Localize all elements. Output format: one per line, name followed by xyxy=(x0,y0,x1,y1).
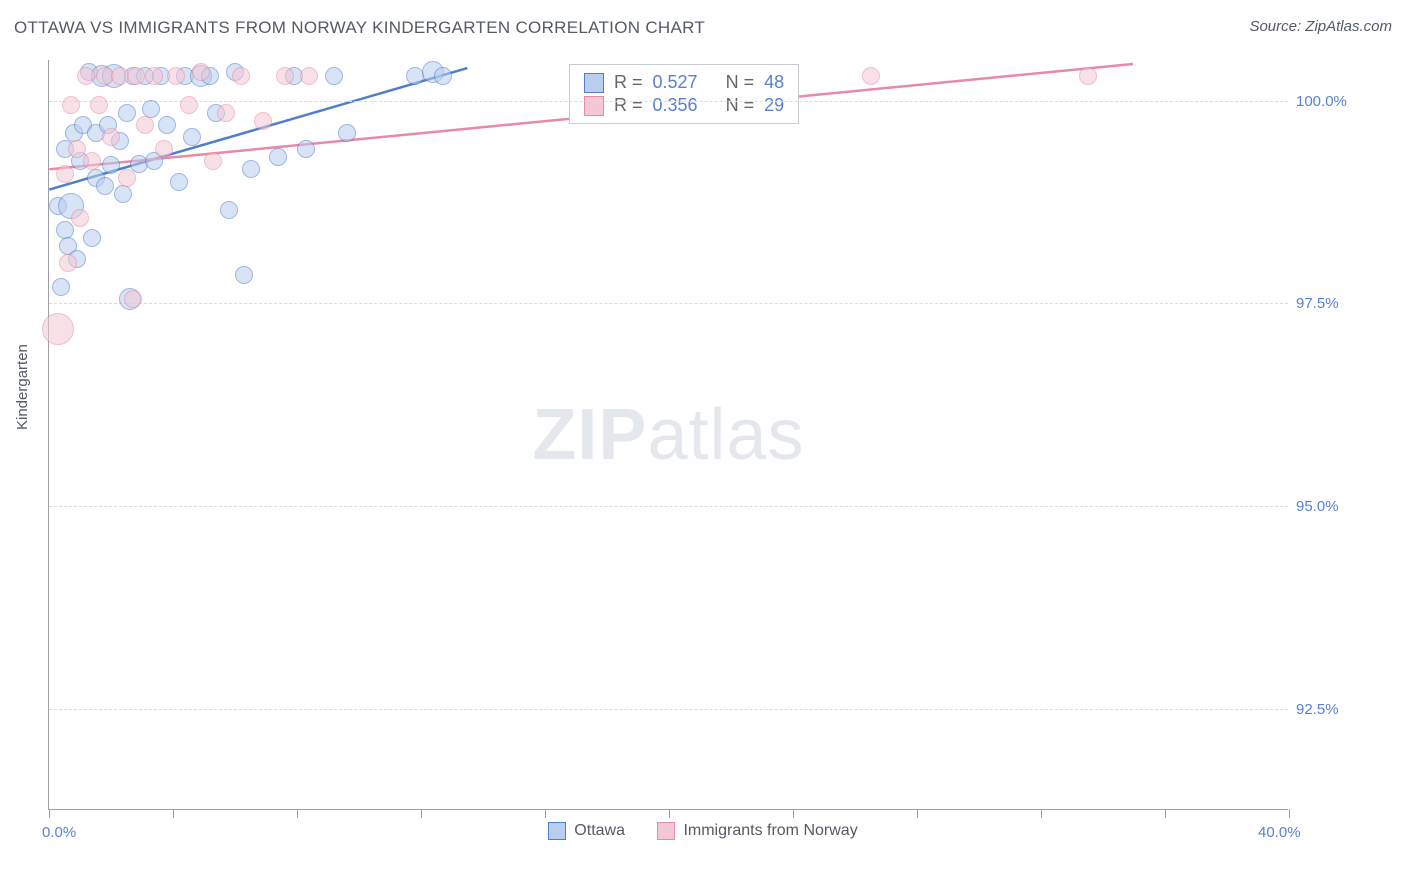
scatter-point-norway xyxy=(90,96,108,114)
y-tick-label: 95.0% xyxy=(1296,498,1339,515)
scatter-point-ottawa xyxy=(220,201,238,219)
scatter-point-ottawa xyxy=(114,185,132,203)
scatter-point-ottawa xyxy=(183,128,201,146)
x-tick xyxy=(1289,809,1290,818)
scatter-point-norway xyxy=(204,152,222,170)
legend-row-ottawa: R = 0.527 N = 48 xyxy=(584,71,784,94)
scatter-point-ottawa xyxy=(338,124,356,142)
scatter-point-ottawa xyxy=(434,67,452,85)
x-tick xyxy=(49,809,50,818)
scatter-point-norway xyxy=(102,128,120,146)
scatter-point-ottawa xyxy=(242,160,260,178)
scatter-point-norway xyxy=(180,96,198,114)
scatter-point-ottawa xyxy=(83,229,101,247)
scatter-point-ottawa xyxy=(158,116,176,134)
scatter-point-norway xyxy=(1079,67,1097,85)
legend-swatch-ottawa xyxy=(584,73,604,93)
scatter-point-norway xyxy=(71,209,89,227)
x-min-label: 0.0% xyxy=(42,824,76,841)
legend-swatch-icon xyxy=(657,822,675,840)
scatter-point-ottawa xyxy=(406,67,424,85)
x-tick xyxy=(917,809,918,818)
legend-r-value: 0.527 xyxy=(653,72,698,93)
scatter-point-norway xyxy=(83,152,101,170)
scatter-plot-area: ZIPatlas R = 0.527 N = 48 R = 0.356 N = … xyxy=(48,60,1288,810)
gridline-horizontal xyxy=(49,101,1288,102)
correlation-legend-box: R = 0.527 N = 48 R = 0.356 N = 29 xyxy=(569,64,799,124)
legend-r-label: R = xyxy=(614,95,643,116)
gridline-horizontal xyxy=(49,709,1288,710)
scatter-point-norway xyxy=(77,67,95,85)
legend-n-value: 29 xyxy=(764,95,784,116)
scatter-point-norway xyxy=(59,254,77,272)
scatter-point-norway xyxy=(127,67,145,85)
scatter-point-ottawa xyxy=(170,173,188,191)
scatter-point-norway xyxy=(136,116,154,134)
x-max-label: 40.0% xyxy=(1258,824,1301,841)
scatter-point-norway xyxy=(254,112,272,130)
source-label: Source: ZipAtlas.com xyxy=(1249,18,1392,35)
y-tick-label: 100.0% xyxy=(1296,93,1347,110)
scatter-point-norway xyxy=(155,140,173,158)
y-tick-label: 97.5% xyxy=(1296,295,1339,312)
gridline-horizontal xyxy=(49,303,1288,304)
x-tick xyxy=(545,809,546,818)
scatter-point-norway xyxy=(300,67,318,85)
x-tick xyxy=(793,809,794,818)
trend-lines-layer xyxy=(49,60,1288,809)
scatter-point-norway xyxy=(62,96,80,114)
legend-n-label: N = xyxy=(726,72,755,93)
scatter-point-norway xyxy=(124,290,142,308)
legend-r-label: R = xyxy=(614,72,643,93)
x-tick xyxy=(421,809,422,818)
scatter-point-norway xyxy=(217,104,235,122)
scatter-point-ottawa xyxy=(235,266,253,284)
scatter-point-norway xyxy=(42,313,74,345)
scatter-point-ottawa xyxy=(297,140,315,158)
legend-swatch-icon xyxy=(548,822,566,840)
y-tick-label: 92.5% xyxy=(1296,701,1339,718)
scatter-point-norway xyxy=(145,67,163,85)
legend-row-norway: R = 0.356 N = 29 xyxy=(584,94,784,117)
scatter-point-ottawa xyxy=(118,104,136,122)
scatter-point-norway xyxy=(862,67,880,85)
scatter-point-ottawa xyxy=(102,156,120,174)
scatter-point-norway xyxy=(56,165,74,183)
scatter-point-norway xyxy=(68,140,86,158)
x-tick xyxy=(669,809,670,818)
legend-item-ottawa: Ottawa xyxy=(548,822,625,840)
scatter-point-ottawa xyxy=(52,278,70,296)
x-tick xyxy=(1165,809,1166,818)
gridline-horizontal xyxy=(49,506,1288,507)
series-legend: Ottawa Immigrants from Norway xyxy=(0,822,1406,845)
legend-n-label: N = xyxy=(726,95,755,116)
legend-label: Immigrants from Norway xyxy=(683,822,857,840)
watermark-logo: ZIPatlas xyxy=(532,394,804,476)
chart-title: OTTAWA VS IMMIGRANTS FROM NORWAY KINDERG… xyxy=(14,18,705,38)
scatter-point-norway xyxy=(118,169,136,187)
legend-r-value: 0.356 xyxy=(653,95,698,116)
scatter-point-ottawa xyxy=(325,67,343,85)
legend-label: Ottawa xyxy=(574,822,625,840)
scatter-point-ottawa xyxy=(96,177,114,195)
scatter-point-norway xyxy=(192,63,210,81)
scatter-point-ottawa xyxy=(56,221,74,239)
watermark-bold: ZIP xyxy=(532,395,647,475)
scatter-point-norway xyxy=(167,67,185,85)
legend-item-norway: Immigrants from Norway xyxy=(657,822,857,840)
legend-swatch-norway xyxy=(584,96,604,116)
x-tick xyxy=(1041,809,1042,818)
scatter-point-ottawa xyxy=(269,148,287,166)
x-tick xyxy=(173,809,174,818)
x-tick xyxy=(297,809,298,818)
watermark-light: atlas xyxy=(647,395,804,475)
scatter-point-norway xyxy=(232,67,250,85)
legend-n-value: 48 xyxy=(764,72,784,93)
scatter-point-norway xyxy=(276,67,294,85)
y-axis-label: Kindergarten xyxy=(14,344,31,430)
